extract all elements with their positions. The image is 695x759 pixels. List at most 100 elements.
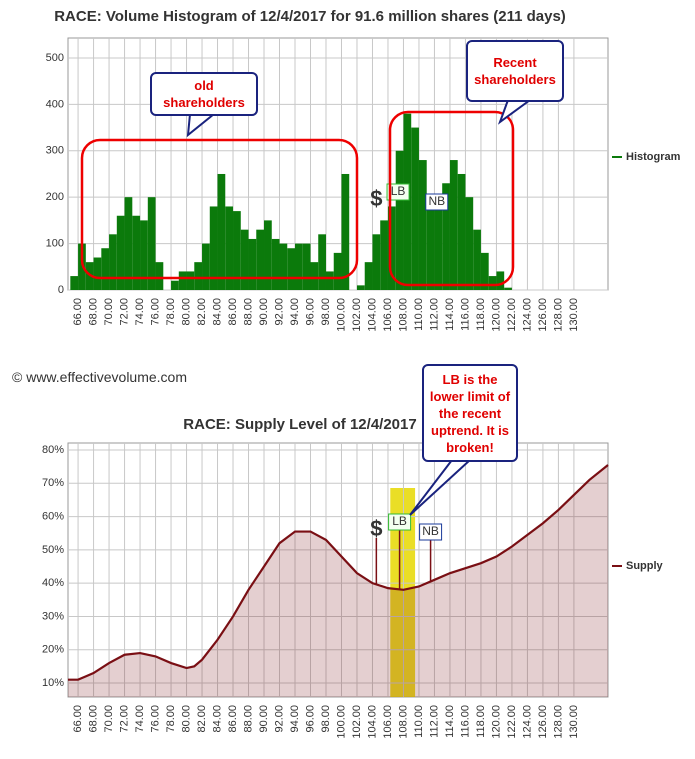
x-tick-label: 76.00 [149,705,161,733]
x-tick-label: 72.00 [118,705,130,733]
x-tick-label: 72.00 [118,298,130,326]
bar [426,197,435,290]
bar [442,183,450,290]
bar [279,243,288,290]
copyright: © www.effectivevolume.com [12,369,188,385]
bar [465,197,474,290]
x-tick-label: 120.00 [490,705,502,739]
x-tick-label: 126.00 [537,705,549,739]
x-tick-label: 104.00 [366,298,378,332]
bar [372,234,381,290]
callout: old shareholders [150,72,258,116]
x-tick-label: 74.00 [134,298,146,326]
x-tick-label: 84.00 [211,298,223,326]
marker-label: NB [422,524,439,538]
bar [178,271,187,290]
bar [147,197,156,290]
marker-box [388,513,412,531]
bar [403,113,412,290]
x-tick-label: 116.00 [459,705,471,738]
x-tick-label: 94.00 [289,705,301,733]
bar [310,262,319,290]
bar [171,280,179,290]
y-tick-label: 80% [42,444,64,456]
legend-label: Histogram [626,151,681,163]
bar [240,229,249,290]
bar [434,206,443,290]
x-tick-label: 110.00 [413,705,425,738]
legend-label: Supply [626,560,664,572]
y-tick-label: 100 [46,237,64,249]
x-tick-label: 104.00 [366,705,378,739]
x-tick-label: 80.00 [180,705,192,733]
bar [333,252,342,290]
highlight-frame [388,110,515,287]
bar [217,173,226,290]
bar [93,257,102,290]
callout: LB is the lower limit of the recent uptr… [422,364,518,462]
y-tick-label: 50% [42,544,64,556]
highlight-frame [80,138,359,280]
x-tick-label: 98.00 [320,298,332,326]
bar [101,248,110,290]
x-tick-label: 106.00 [382,705,394,739]
bar [264,220,272,290]
x-tick-label: 102.00 [351,705,363,739]
x-tick-label: 116.00 [459,298,471,331]
x-tick-label: 92.00 [273,705,285,733]
marker-box [419,523,443,541]
marker-box [425,193,449,211]
x-tick-label: 130.00 [568,298,580,332]
bar [186,271,195,290]
bar [132,215,141,290]
bar [70,276,79,290]
x-tick-label: 78.00 [165,705,177,733]
plot-area [67,442,609,698]
marker-label: NB [428,194,445,208]
x-tick-label: 70.00 [103,705,115,733]
x-tick-label: 86.00 [227,705,239,733]
bar [387,206,396,290]
x-tick-label: 124.00 [521,705,533,739]
marker-label: LB [392,514,407,528]
bar [504,287,512,290]
x-tick-label: 110.00 [413,298,425,331]
bar [356,285,365,290]
x-tick-label: 68.00 [87,298,99,326]
marker-label: $ [370,186,382,211]
bar [457,173,466,290]
marker-box [386,183,410,201]
x-tick-label: 86.00 [227,298,239,326]
chart-title: RACE: Supply Level of 12/4/2017 [183,416,416,433]
x-tick-label: 68.00 [87,705,99,733]
bar [449,160,458,290]
x-tick-label: 112.00 [428,298,440,331]
x-tick-label: 84.00 [211,705,223,733]
x-tick-label: 114.00 [444,298,456,331]
x-tick-label: 126.00 [537,298,549,332]
bar [341,173,350,290]
x-tick-label: 120.00 [490,298,502,332]
x-tick-label: 88.00 [242,705,254,733]
y-tick-label: 0 [58,284,64,296]
bar [116,215,125,290]
x-tick-label: 122.00 [506,705,518,739]
x-tick-label: 108.00 [397,705,409,739]
y-tick-label: 10% [42,677,64,689]
x-tick-label: 70.00 [103,298,115,326]
y-tick-label: 500 [46,52,64,64]
marker-label: LB [391,184,406,198]
bar [233,211,241,290]
bar [194,262,203,290]
x-tick-label: 90.00 [258,705,270,733]
x-tick-label: 66.00 [72,298,84,326]
y-tick-label: 40% [42,577,64,589]
x-tick-label: 106.00 [382,298,394,332]
area [68,464,608,697]
x-tick-label: 80.00 [180,298,192,326]
x-tick-label: 118.00 [475,705,487,738]
x-tick-label: 124.00 [521,298,533,332]
y-tick-label: 30% [42,610,64,622]
bar [248,238,257,290]
